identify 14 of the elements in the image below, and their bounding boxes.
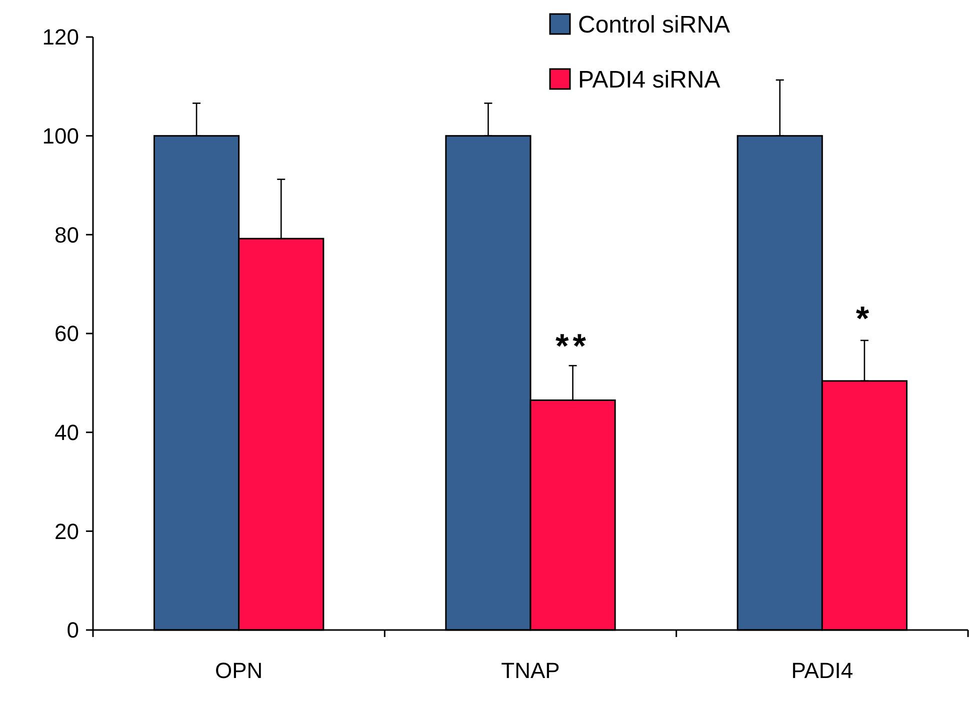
legend-label: PADI4 siRNA (578, 66, 720, 94)
legend-label: Control siRNA (578, 11, 730, 38)
y-tick-label: 40 (54, 420, 79, 446)
y-tick-label: 120 (42, 24, 79, 50)
y-tick-label: 60 (54, 321, 79, 346)
y-tick-label: 20 (54, 518, 79, 544)
x-tick-label: TNAP (501, 658, 560, 683)
y-tick-label: 0 (66, 618, 79, 643)
y-tick-label: 100 (42, 124, 79, 149)
annotation: ** (556, 327, 590, 366)
y-tick-label: 80 (54, 222, 79, 248)
x-tick-label: PADI4 (791, 658, 854, 683)
annotation: * (856, 300, 874, 338)
x-tick-label: OPN (214, 658, 263, 683)
